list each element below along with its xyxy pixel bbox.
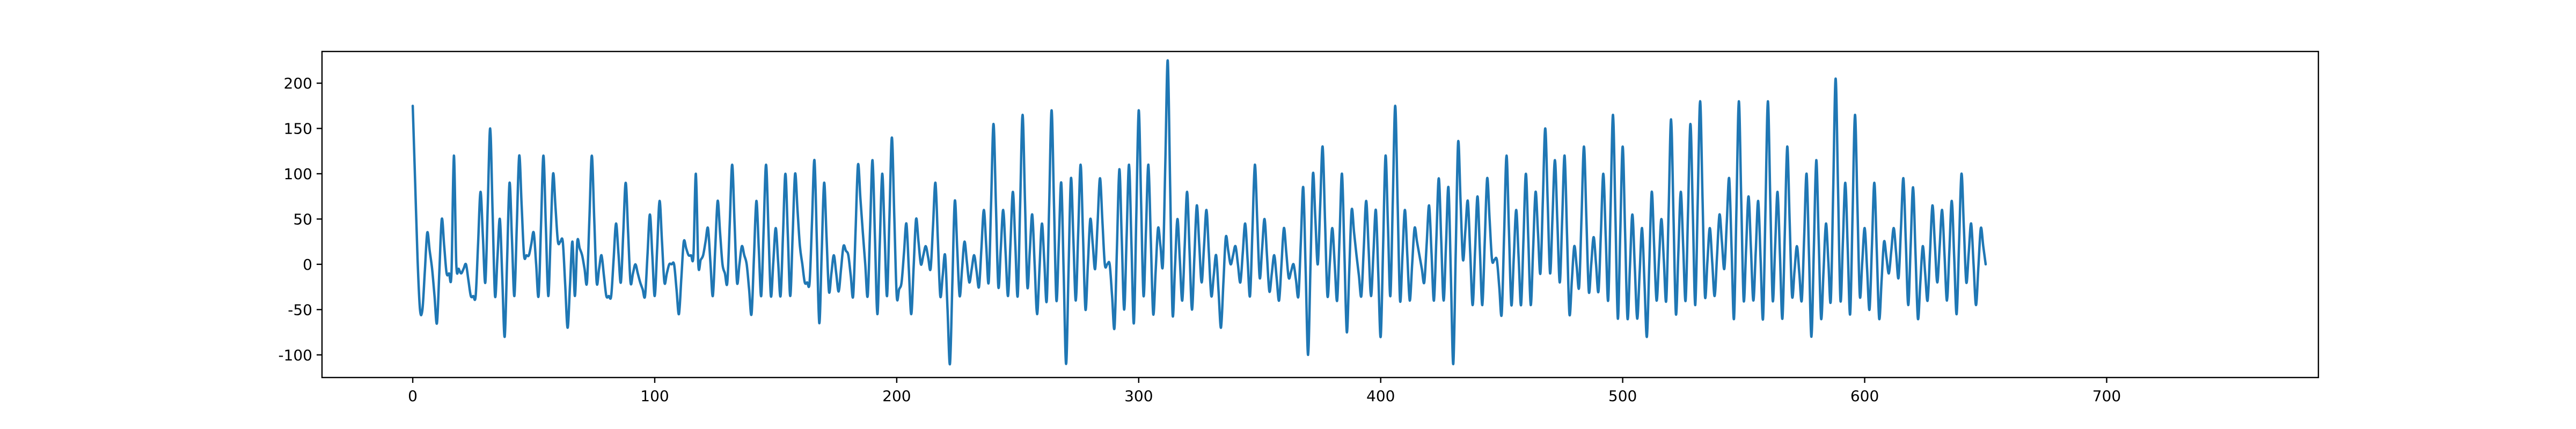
x-tick-label: 700	[2092, 387, 2121, 405]
series-layer	[411, 59, 1987, 366]
x-tick-label: 0	[408, 387, 418, 405]
x-tick-label: 200	[882, 387, 911, 405]
x-tick-label: 500	[1608, 387, 1637, 405]
x-tick-label: 400	[1366, 387, 1395, 405]
y-axis: -100 -50 0 50 100 150 200	[278, 75, 322, 364]
x-axis: 0 100 200 300 400 500 600 700	[408, 378, 2121, 405]
x-tick-label: 300	[1124, 387, 1153, 405]
y-tick-label: -50	[288, 301, 312, 319]
x-tick-label: 100	[640, 387, 669, 405]
y-tick-label: 0	[303, 256, 312, 273]
y-tick-label: 50	[293, 210, 312, 228]
y-tick-label: 150	[284, 120, 312, 138]
y-tick-label: 100	[284, 165, 312, 183]
plot-frame	[321, 50, 2319, 379]
x-tick-label: 600	[1850, 387, 1879, 405]
series-line	[411, 59, 1987, 366]
y-tick-label: -100	[278, 346, 312, 364]
y-tick-label: 200	[284, 75, 312, 92]
